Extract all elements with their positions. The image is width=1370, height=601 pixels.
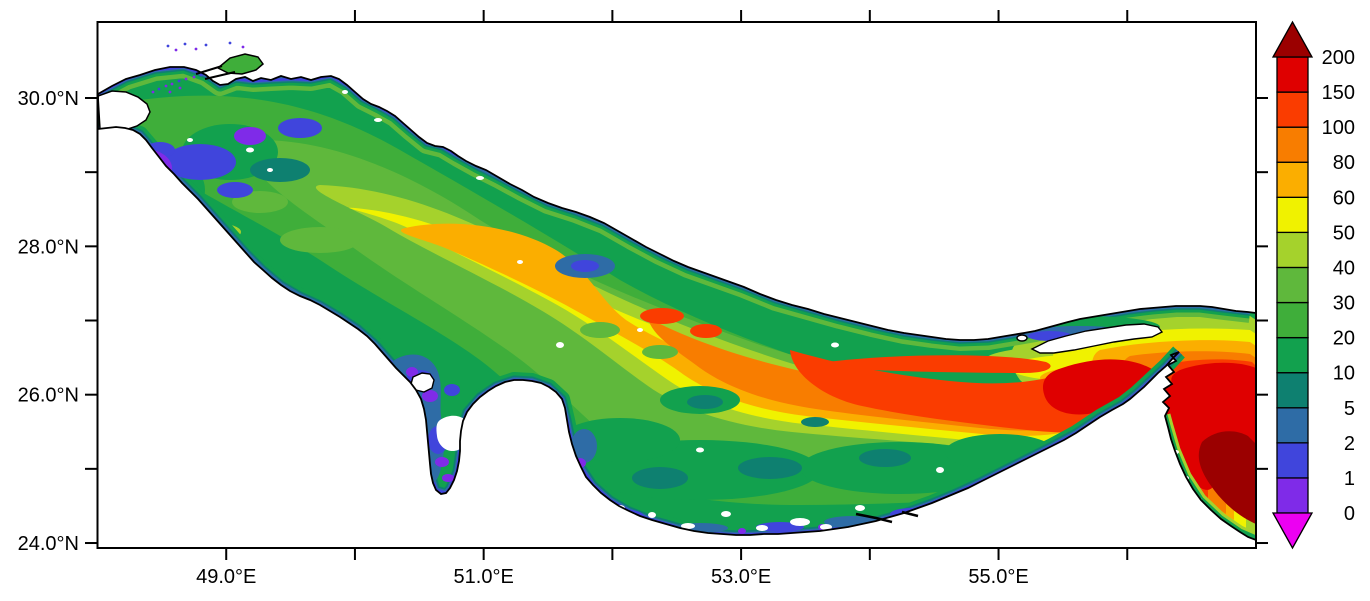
colorbar-under-arrow [1271,512,1314,550]
colorbar-segment-60-80 [1276,161,1309,198]
colorbar-segment-30-40 [1276,266,1309,304]
colorbar-label: 0 [1344,503,1355,525]
colorbar-label: 200 [1322,47,1355,69]
colorbar-segment-80-100 [1276,126,1309,163]
colorbar-segment-150-200 [1276,56,1309,93]
colorbar-label: 5 [1344,398,1355,420]
x-axis-label: 55.0°E [968,566,1028,588]
colorbar-label: 150 [1322,82,1355,104]
colorbar-segment-10-20 [1276,336,1309,374]
x-axis-label: 51.0°E [454,566,514,588]
latitude-labels: 30.0°N 28.0°N 26.0°N 24.0°N [18,88,79,555]
y-axis-label: 24.0°N [18,533,79,555]
colorbar-over-arrow [1271,20,1314,58]
latitude-ticks [85,97,1268,545]
colorbar-label: 20 [1333,328,1355,350]
y-axis-label: 26.0°N [18,385,79,407]
colorbar-segment-50-60 [1276,196,1309,234]
qeshm-island [1030,323,1164,354]
colorbar-label: 30 [1333,293,1355,315]
colorbar-segment-2-5 [1276,407,1309,444]
heat-field [98,67,1256,540]
colorbar-label: 100 [1322,117,1355,139]
longitude-ticks [225,10,1129,560]
colorbar-label: 60 [1333,187,1355,209]
colorbar-label: 10 [1333,363,1355,385]
x-axis-label: 49.0°E [196,566,256,588]
colorbar-segment-5-10 [1276,372,1309,409]
longitude-labels: 49.0°E 51.0°E 53.0°E 55.0°E [196,566,1029,588]
x-axis-label: 53.0°E [711,566,771,588]
colorbar-label: 1 [1344,468,1355,490]
colorbar-label: 50 [1333,222,1355,244]
plot-frame [96,21,1257,549]
colorbar-segment-40-50 [1276,231,1309,269]
y-axis-label: 28.0°N [18,236,79,258]
colorbar-label: 80 [1333,152,1355,174]
marsh-speckles [151,41,245,94]
colorbar: 0 1 2 5 10 20 30 40 50 60 80 100 150 200 [1271,20,1355,550]
colorbar-segment-0-1 [1276,477,1309,514]
colorbar-segment-100-150 [1276,91,1309,128]
y-axis-label: 30.0°N [18,88,79,110]
colorbar-segment-1-2 [1276,442,1309,479]
colorbar-segment-20-30 [1276,301,1309,339]
colorbar-label: 2 [1344,433,1355,455]
colorbar-label: 40 [1333,257,1355,279]
